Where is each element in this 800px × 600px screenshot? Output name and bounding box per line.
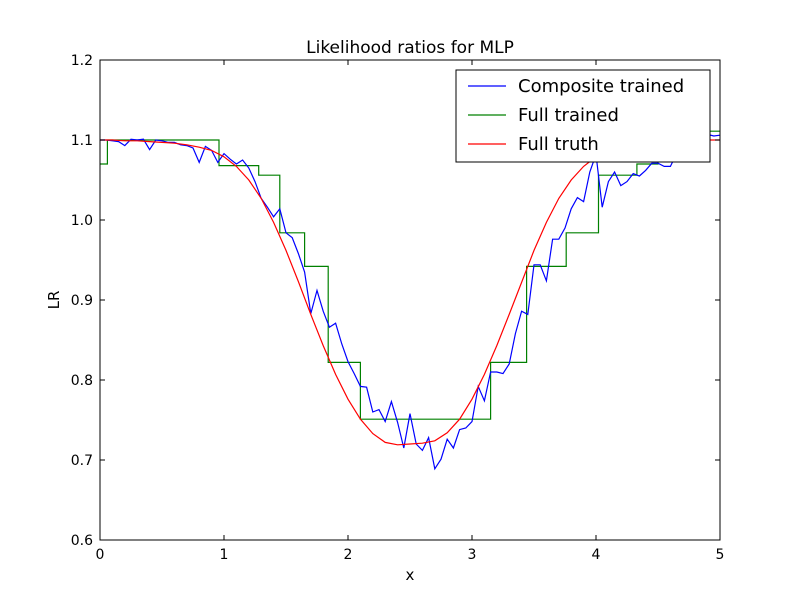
legend: Composite trained Full trained Full truth: [455, 69, 711, 163]
x-tick-label: 0: [96, 547, 105, 563]
y-tick-label: 0.9: [71, 293, 93, 309]
y-axis: 0.6 0.7 0.8 0.9 1.0 1.1 1.2: [71, 53, 720, 549]
x-axis: 0 1 2 3 4 5: [96, 60, 725, 563]
legend-label: Full truth: [518, 134, 599, 155]
chart-title: Likelihood ratios for MLP: [306, 38, 514, 58]
series-line-full-truth: [100, 139, 720, 446]
legend-box: [455, 69, 711, 163]
y-tick-label: 0.8: [71, 373, 93, 389]
series-line-composite-trained: [100, 133, 720, 471]
y-tick-label: 1.2: [71, 53, 93, 69]
x-tick-label: 3: [468, 547, 477, 563]
y-tick-label: 1.0: [71, 213, 93, 229]
x-axis-label: x: [406, 566, 415, 584]
y-tick-label: 0.7: [71, 453, 93, 469]
y-tick-label: 0.6: [71, 533, 93, 549]
series-line-full-trained: [100, 130, 720, 420]
x-tick-label: 2: [344, 547, 353, 563]
x-tick-label: 1: [220, 547, 229, 563]
x-tick-label: 4: [592, 547, 601, 563]
legend-label: Full trained: [518, 105, 619, 126]
series-layer: [100, 130, 720, 471]
legend-label: Composite trained: [518, 76, 684, 97]
y-tick-label: 1.1: [71, 133, 93, 149]
y-axis-label: LR: [45, 291, 63, 310]
x-tick-label: 5: [716, 547, 725, 563]
